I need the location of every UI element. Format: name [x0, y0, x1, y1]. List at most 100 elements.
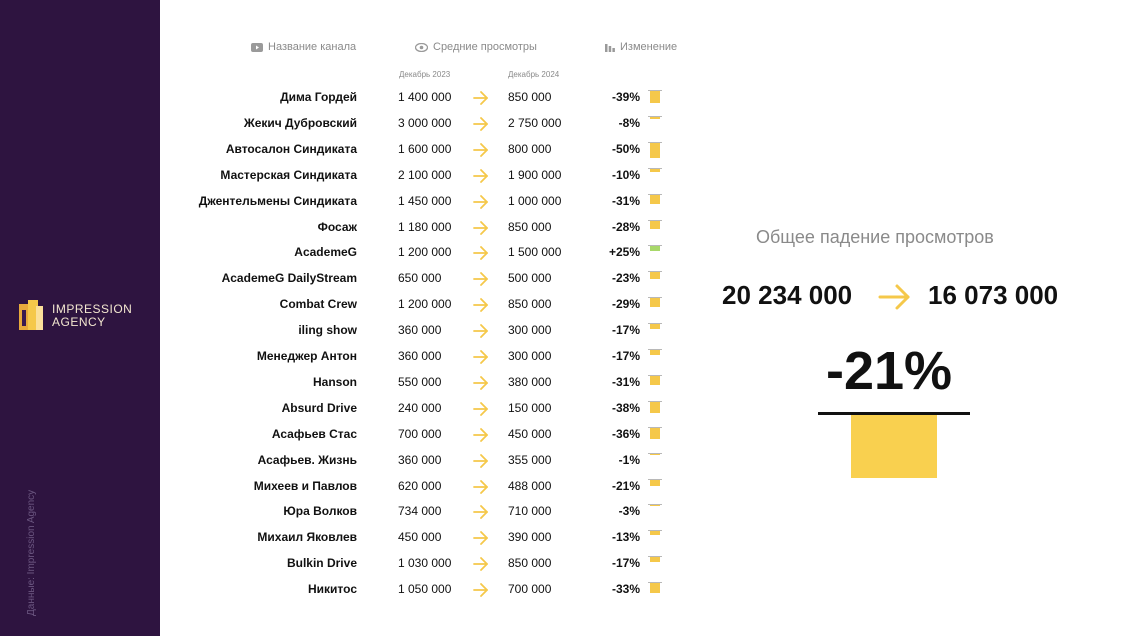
- change-bar-cell: [648, 349, 662, 365]
- table-row: Мастерская Синдиката 2 100 000 1 900 000 -1…: [0, 162, 700, 188]
- views-dec-2023: 3 000 000: [398, 115, 452, 130]
- table-row: Джентельмены Синдиката 1 450 000 1 000 000…: [0, 188, 700, 214]
- arrow-right-icon: [473, 324, 488, 338]
- change-bar-cell: [648, 400, 662, 417]
- table-row: Combat Crew 1 200 000 850 000 -29%: [0, 291, 700, 317]
- change-bar-cell: [648, 219, 662, 236]
- change-bar-cell: [648, 297, 662, 313]
- change-bar-cell: [648, 374, 662, 391]
- change-percent: -31%: [611, 374, 640, 389]
- change-bar-baseline: [648, 452, 662, 454]
- channel-name: Bulkin Drive: [286, 556, 357, 571]
- arrow-right-icon: [473, 427, 488, 442]
- change-percent: -38%: [611, 400, 640, 415]
- channel-name: Мастерская Синдиката: [220, 167, 357, 182]
- header-views-label: Средние просмотры: [433, 41, 537, 53]
- table-row: Дима Гордей 1 400 000 850 000 -39%: [0, 84, 700, 110]
- change-bar: [650, 194, 660, 204]
- change-bar-baseline: [648, 115, 662, 117]
- bar-chart-icon: [605, 43, 615, 52]
- channel-name: Менеджер Антон: [256, 349, 357, 363]
- change-bar-baseline: [648, 90, 662, 91]
- channel-name: Жекич Дубровский: [243, 115, 357, 130]
- logo: IMPRESSION AGENCY: [16, 296, 132, 336]
- change-percent: -36%: [611, 426, 640, 441]
- arrow-right-icon: [473, 583, 488, 597]
- change-bar: [650, 505, 660, 507]
- header-views: Средние просмотры: [415, 41, 537, 53]
- change-bar-baseline: [648, 400, 662, 402]
- arrow-right-icon: [473, 298, 488, 313]
- change-percent: -39%: [611, 90, 640, 104]
- arrow-right-icon: [473, 557, 488, 572]
- change-bar: [650, 220, 660, 229]
- arrow-right-icon: [473, 168, 488, 183]
- change-bar-baseline: [648, 478, 662, 480]
- change-bar-cell: [648, 115, 662, 132]
- change-bar: [650, 298, 660, 308]
- views-dec-2023: 1 180 000: [398, 219, 452, 234]
- change-bar: [650, 350, 660, 355]
- change-percent: -17%: [611, 323, 640, 338]
- change-percent: -3%: [618, 504, 640, 519]
- views-dec-2024: 2 750 000: [508, 115, 562, 130]
- change-bar: [650, 168, 660, 172]
- change-bar-baseline: [648, 323, 662, 325]
- arrow-right-icon: [473, 246, 488, 261]
- table-row: AcademeG DailyStream 650 000 500 000 -23%: [0, 265, 700, 291]
- change-bar-cell: [648, 582, 662, 598]
- views-dec-2024: 710 000: [508, 504, 552, 519]
- views-dec-2024: 700 000: [508, 582, 552, 597]
- views-dec-2024: 355 000: [508, 452, 552, 467]
- change-bar-baseline: [648, 426, 662, 428]
- channel-name: Джентельмены Синдиката: [198, 193, 357, 208]
- logo-icon: [19, 300, 43, 330]
- header-channel: Название канала: [251, 41, 356, 53]
- views-dec-2023: 360 000: [398, 323, 442, 338]
- channel-name: AcademeG DailyStream: [221, 271, 357, 286]
- views-dec-2024: 488 000: [508, 478, 552, 493]
- change-percent: +25%: [608, 245, 640, 260]
- channel-name: AcademeG: [294, 245, 357, 260]
- table-row: Асафьев. Жизнь 360 000 355 000 -1%: [0, 447, 700, 473]
- change-bar-baseline: [648, 141, 662, 143]
- views-dec-2023: 650 000: [398, 271, 442, 286]
- change-bar-baseline: [648, 349, 662, 350]
- change-bar-cell: [648, 90, 662, 106]
- table-row: Hanson 550 000 380 000 -31%: [0, 369, 700, 395]
- table-row: Absurd Drive 240 000 150 000 -38%: [0, 395, 700, 421]
- change-percent: -1%: [618, 452, 640, 467]
- change-bar: [650, 453, 660, 455]
- change-bar-baseline: [648, 530, 662, 532]
- table-row: Юра Волков 734 000 710 000 -3%: [0, 498, 700, 524]
- change-percent: -50%: [611, 141, 640, 156]
- views-dec-2024: 390 000: [508, 530, 552, 545]
- change-bar: [650, 272, 660, 280]
- change-percent: -28%: [611, 219, 640, 234]
- header-change: Изменение: [605, 41, 677, 53]
- views-dec-2024: 850 000: [508, 219, 552, 234]
- channel-name: Combat Crew: [279, 297, 357, 312]
- views-dec-2023: 360 000: [398, 452, 442, 467]
- change-bar-cell: [648, 167, 662, 184]
- change-bar-baseline: [648, 374, 662, 376]
- arrow-right-icon: [473, 479, 488, 494]
- change-bar: [650, 142, 660, 158]
- summary-baseline: [818, 412, 970, 415]
- views-dec-2023: 360 000: [398, 349, 442, 363]
- table-row: Bulkin Drive 1 030 000 850 000 -17%: [0, 550, 700, 576]
- views-dec-2024: 800 000: [508, 141, 552, 156]
- views-dec-2023: 1 600 000: [398, 141, 452, 156]
- change-bar-cell: [648, 141, 662, 158]
- channel-name: Михаил Яковлев: [257, 530, 357, 545]
- change-bar: [650, 401, 660, 413]
- change-percent: -29%: [611, 297, 640, 312]
- change-bar: [650, 116, 660, 119]
- change-percent: -13%: [611, 530, 640, 545]
- channel-name: Асафьев. Жизнь: [257, 452, 357, 467]
- channel-name: Absurd Drive: [281, 400, 357, 415]
- change-percent: -23%: [611, 271, 640, 286]
- change-bar: [650, 531, 660, 536]
- change-bar-baseline: [648, 219, 662, 221]
- channel-name: Дима Гордей: [280, 90, 357, 104]
